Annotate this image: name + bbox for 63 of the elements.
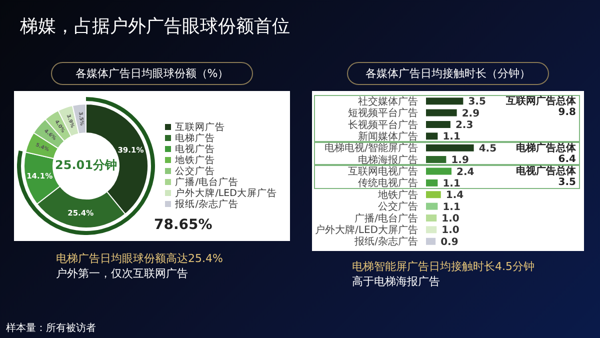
bar <box>426 214 437 222</box>
text: 9.8 <box>557 107 576 118</box>
text: 样本量：所有被访者 <box>6 322 96 335</box>
legend-label: 户外大牌/LED大屏广告 <box>175 188 277 199</box>
data-label: 1.0 <box>442 225 460 236</box>
legend-label: 报纸/杂志广告 <box>175 199 238 210</box>
bar <box>426 156 446 164</box>
bar <box>426 168 452 175</box>
y-tick-label: 互联网电视广告 <box>348 166 418 178</box>
legend-label: 公交广告 <box>175 166 216 177</box>
bar <box>426 98 464 105</box>
y-tick-label: 公交广告 <box>378 200 418 213</box>
legend-label: 广播/电台广告 <box>175 177 238 188</box>
text: 户外第一，仅次互联网广告 <box>56 266 189 281</box>
bar <box>426 109 457 116</box>
data-label: 1.9 <box>451 155 469 166</box>
bar <box>426 132 438 140</box>
data-label: 1.0 <box>442 214 460 225</box>
bar <box>426 120 450 128</box>
text: 电梯广告日均眼球份额高达25.4% <box>56 251 224 266</box>
bar <box>426 238 436 245</box>
legend-label: 电视广告 <box>175 144 216 155</box>
y-tick-label: 社交媒体广告 <box>358 95 418 108</box>
data-label: 2.4 <box>456 166 474 178</box>
bar <box>426 179 438 186</box>
text: 3.5 <box>557 177 576 188</box>
legend-label: 电梯广告 <box>175 133 216 144</box>
bar <box>426 202 438 210</box>
text: 电梯广告总体 <box>516 142 576 154</box>
y-tick-label: 广播/电台广告 <box>354 212 418 224</box>
bar <box>426 191 441 198</box>
data-label: 2.9 <box>462 108 480 120</box>
data-label: 1.1 <box>442 178 460 190</box>
data-label: 1.4 <box>446 190 464 202</box>
chart-title: 各媒体广告日均眼球份额（%） <box>51 62 253 85</box>
text: 25.01分钟 <box>55 158 117 172</box>
text: 78.65% <box>154 217 212 233</box>
legend-label: 互联网广告 <box>175 122 226 133</box>
y-tick-label: 电梯电视/智能屏广告 <box>324 142 418 154</box>
text: 电梯智能屏广告日均接触时长4.5分钟 <box>352 259 536 274</box>
bar <box>426 144 474 152</box>
text: 梯媒，占据户外广告眼球份额首位 <box>20 15 290 38</box>
y-tick-label: 电梯海报广告 <box>358 154 418 166</box>
data-label: 4.5 <box>478 143 497 154</box>
bar <box>426 226 437 234</box>
y-tick-label: 报纸/杂志广告 <box>354 236 418 248</box>
chart-title: 各媒体广告日均接触时长（分钟） <box>347 62 549 85</box>
text: 电视广告总体 <box>516 166 576 178</box>
y-tick-label: 传统电视广告 <box>358 177 418 190</box>
text: 6.4 <box>557 154 576 165</box>
data-label: 1.1 <box>442 202 460 213</box>
data-label: 3.5 <box>468 96 486 108</box>
y-tick-label: 地铁广告 <box>377 188 418 201</box>
text: 高于电梯海报广告 <box>352 274 441 289</box>
y-tick-label: 短视频平台广告 <box>348 107 418 120</box>
data-label: 0.9 <box>440 236 458 248</box>
legend-label: 地铁广告 <box>175 155 216 166</box>
data-label: 1.1 <box>442 132 460 143</box>
y-tick-label: 户外大牌/LED大屏广告 <box>315 224 418 236</box>
y-tick-label: 长视频平台广告 <box>348 118 418 131</box>
y-tick-label: 新闻媒体广告 <box>358 130 418 142</box>
text: 互联网广告总体 <box>506 96 576 107</box>
data-label: 2.3 <box>455 120 474 132</box>
